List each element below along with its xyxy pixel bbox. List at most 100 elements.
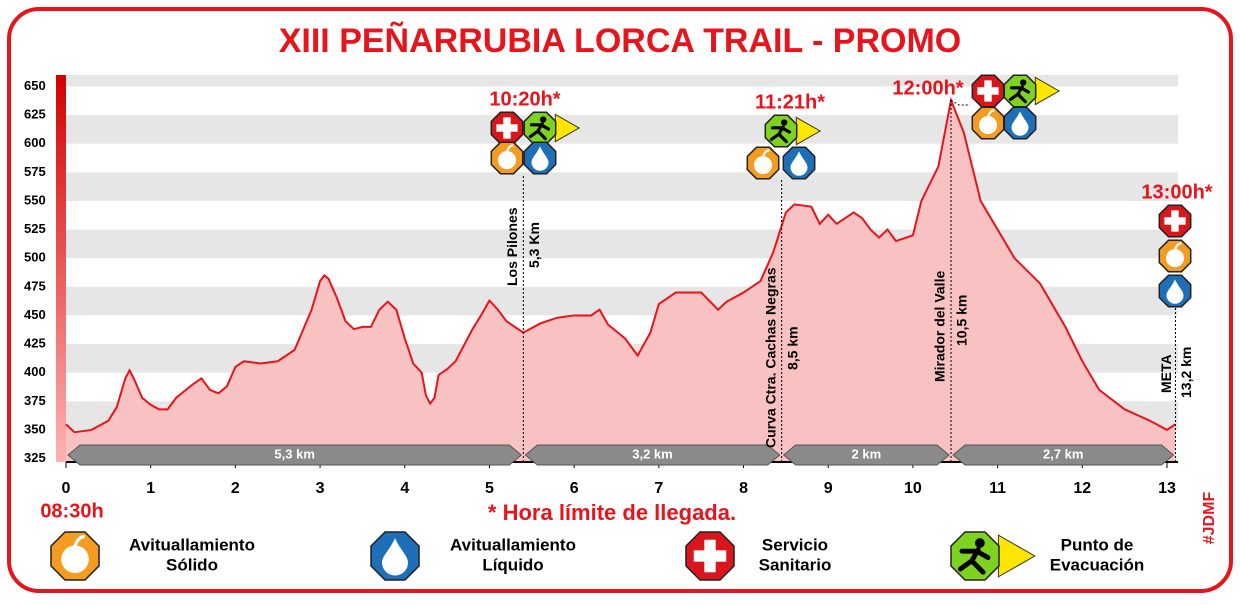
icon-evac — [523, 111, 581, 145]
checkpoint-time: 10:20h* — [489, 88, 560, 110]
runner — [769, 125, 792, 144]
profile-line — [65, 96, 1177, 434]
checkpoint-name: META — [1158, 354, 1174, 393]
x-tick-label: 1 — [146, 480, 155, 497]
y-tick-label: 400 — [24, 364, 46, 379]
segment-arrow — [952, 444, 1175, 466]
checkpoint-km: 13,2 km — [1178, 347, 1194, 398]
drop — [531, 146, 549, 171]
segment-arrow — [524, 444, 781, 466]
checkpoint-name: Curva Ctra. Cachas Negras — [762, 267, 778, 448]
chart-title: XIII PEÑARRUBIA LORCA TRAIL - PROMO — [279, 22, 962, 60]
cross-h — [977, 87, 999, 95]
x-tick-label: 4 — [400, 480, 409, 497]
x-tick-label: 13 — [1158, 480, 1176, 497]
leaf — [73, 534, 85, 547]
y-tick-label: 450 — [24, 307, 46, 322]
y-tick-label: 625 — [24, 107, 46, 122]
grid-band — [66, 75, 1178, 87]
head — [975, 538, 985, 548]
runner — [1008, 85, 1031, 104]
segment-label: 2,7 km — [1043, 446, 1083, 461]
leaf — [761, 149, 770, 157]
y-tick-label: 475 — [24, 278, 46, 293]
icon-water — [1003, 106, 1037, 140]
checkpoint-km: 8,5 km — [784, 326, 800, 370]
icon-apple — [50, 531, 100, 581]
y-tick-label: 500 — [24, 250, 46, 265]
icon-apple — [746, 146, 780, 180]
drop — [1166, 279, 1184, 304]
icon-water — [1158, 274, 1192, 308]
checkpoint-time: 11:21h* — [755, 91, 825, 113]
cross-h — [1164, 217, 1186, 225]
segment-label: 3,2 km — [632, 446, 672, 461]
signature: #JDMF — [1201, 492, 1218, 545]
apple — [753, 156, 773, 175]
runner — [528, 122, 551, 141]
apple — [1165, 249, 1185, 268]
icon-evac — [950, 531, 1036, 581]
y-tick-label: 425 — [24, 336, 46, 351]
icon-cross — [971, 74, 1005, 108]
drop — [790, 151, 808, 176]
grid-band — [66, 172, 1178, 201]
cross-h — [496, 124, 518, 132]
y-tick-label: 550 — [24, 192, 46, 207]
checkpoint-km: 10,5 km — [954, 295, 970, 346]
x-tick-label: 8 — [739, 480, 748, 497]
drop — [1011, 111, 1029, 136]
cross-h — [693, 550, 727, 562]
y-tick-label: 525 — [24, 221, 46, 236]
apple — [61, 545, 89, 574]
head — [540, 116, 547, 123]
icon-apple — [971, 106, 1005, 140]
leaf — [1173, 242, 1182, 250]
start-time: 08:30h — [40, 500, 103, 522]
note: * Hora límite de llegada. — [488, 500, 736, 525]
checkpoint-time: 13:00h* — [1141, 181, 1212, 203]
elevation-bar — [56, 75, 66, 462]
x-tick-label: 7 — [654, 480, 663, 497]
icon-cross — [1158, 204, 1192, 238]
x-tick-label: 9 — [824, 480, 833, 497]
segment-arrow — [782, 444, 950, 466]
x-tick-label: 11 — [989, 480, 1006, 497]
icon-apple — [1158, 239, 1192, 273]
icon-evac — [764, 114, 822, 148]
apple — [497, 151, 517, 170]
y-tick-label: 650 — [24, 78, 46, 93]
area-fill — [66, 100, 1176, 463]
checkpoint-time: 12:00h* — [892, 77, 963, 99]
checkpoint-name: Los Pilones — [504, 207, 520, 286]
x-tick-label: 2 — [231, 480, 240, 497]
checkpoint-km: 5,3 Km — [526, 222, 542, 268]
runner — [957, 547, 991, 575]
legend-label: Sólido — [166, 555, 218, 574]
head — [781, 119, 788, 126]
leaf — [505, 144, 514, 152]
y-tick-label: 325 — [24, 450, 46, 465]
legend-label: Punto de — [1061, 535, 1134, 554]
y-tick-label: 375 — [24, 393, 46, 408]
legend-label: Avituallamiento — [129, 535, 255, 554]
x-tick-label: 5 — [485, 480, 494, 497]
x-tick-label: 0 — [62, 480, 71, 497]
head — [1020, 79, 1027, 86]
icon-water — [782, 146, 816, 180]
icon-apple — [490, 141, 524, 175]
y-tick-label: 575 — [24, 164, 46, 179]
segment-label: 2 km — [852, 446, 882, 461]
x-tick-label: 12 — [1073, 480, 1091, 497]
legend-label: Avituallamiento — [450, 535, 576, 554]
icon-cross — [685, 531, 735, 581]
segment-arrow — [67, 444, 523, 466]
segment-label: 5,3 km — [274, 446, 314, 461]
leaf — [986, 109, 995, 117]
legend-label: Sanitario — [759, 555, 832, 574]
icon-water — [523, 141, 557, 175]
icon-cross — [490, 111, 524, 145]
legend-label: Líquido — [482, 555, 543, 574]
icon-water — [370, 531, 420, 581]
